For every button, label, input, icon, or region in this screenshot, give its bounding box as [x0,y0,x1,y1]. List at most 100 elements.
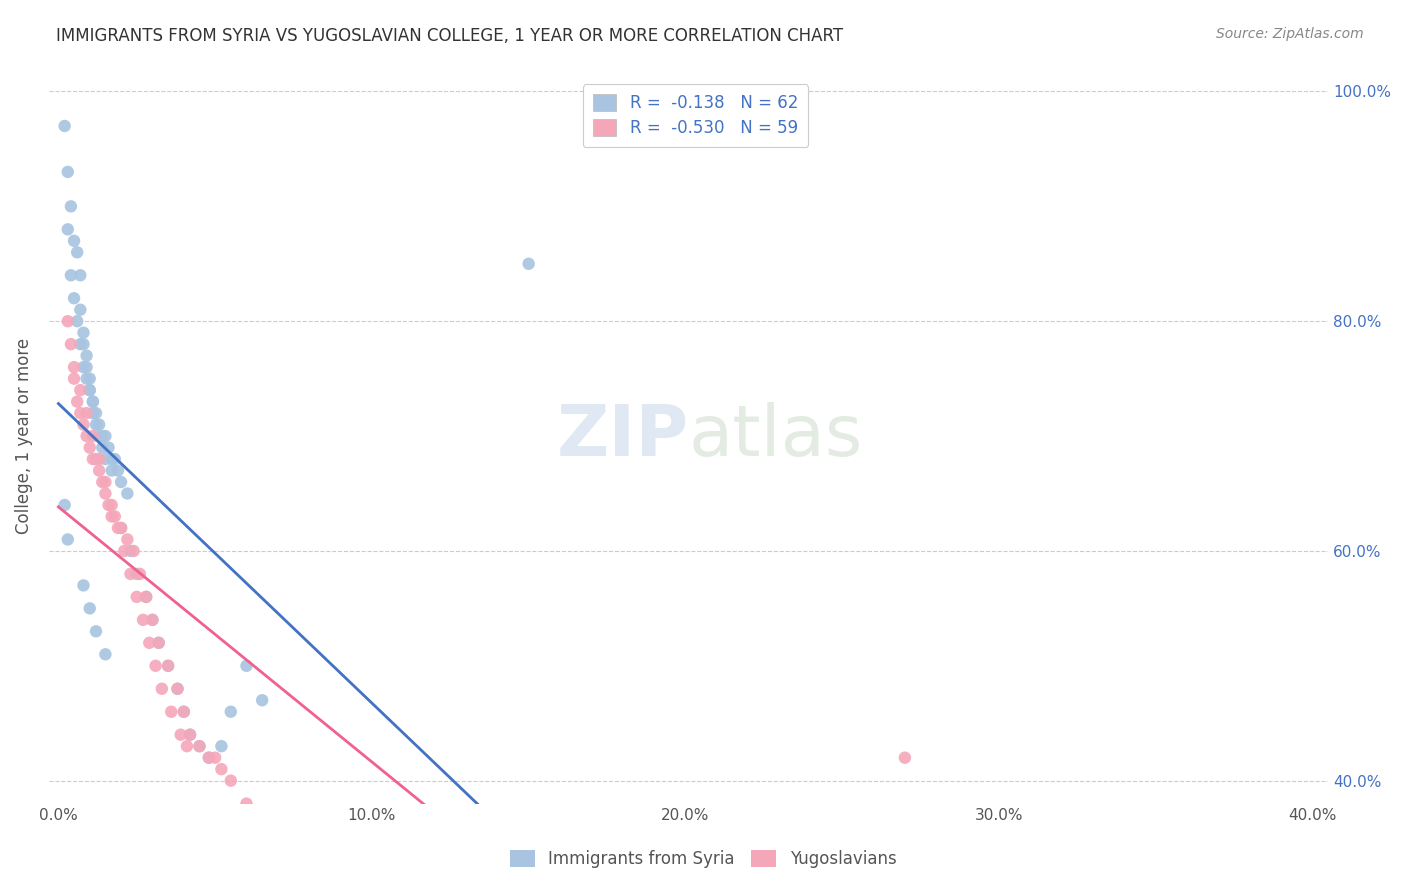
Point [89,463,111,477]
Point [79,371,101,385]
Point [107,521,129,535]
Point [110,521,132,535]
Point [160,705,183,719]
Point [235,797,257,811]
Point [150,681,173,696]
Point [63,360,86,375]
Point [72,360,94,375]
Point [63,234,86,248]
Point [188,739,211,754]
Point [894,750,917,764]
Point [361,854,384,868]
Point [120,544,142,558]
Point [110,475,132,489]
Point [79,383,101,397]
Point [135,590,157,604]
Point [69,268,91,283]
Point [94,452,117,467]
Point [59,268,82,283]
Point [179,728,201,742]
Point [94,486,117,500]
Point [69,337,91,351]
Point [132,613,155,627]
Point [56,533,79,547]
Point [100,498,122,512]
Point [72,326,94,340]
Point [166,681,188,696]
Point [72,337,94,351]
Point [72,578,94,592]
Point [76,406,98,420]
Point [166,681,188,696]
Point [104,509,127,524]
Point [219,705,242,719]
Point [173,705,195,719]
Point [104,452,127,467]
Point [169,728,191,742]
Point [112,544,135,558]
Point [117,533,139,547]
Point [219,773,242,788]
Point [76,429,98,443]
Point [267,831,290,846]
Point [53,119,76,133]
Point [79,383,101,397]
Point [250,820,273,834]
Point [198,750,221,764]
Point [84,406,107,420]
Point [97,441,120,455]
Point [56,314,79,328]
Point [84,417,107,432]
Point [148,636,170,650]
Point [69,406,91,420]
Point [82,406,104,420]
Point [198,750,221,764]
Point [91,441,114,455]
Point [72,417,94,432]
Point [173,705,195,719]
Point [179,728,201,742]
Point [235,658,257,673]
Text: ZIP: ZIP [557,401,689,471]
Point [76,349,98,363]
Point [79,601,101,615]
Point [97,498,120,512]
Point [82,394,104,409]
Point [298,842,321,856]
Point [138,636,160,650]
Point [145,658,167,673]
Point [89,429,111,443]
Legend: R =  -0.138   N = 62, R =  -0.530   N = 59: R = -0.138 N = 62, R = -0.530 N = 59 [583,84,808,147]
Point [82,452,104,467]
Text: IMMIGRANTS FROM SYRIA VS YUGOSLAVIAN COLLEGE, 1 YEAR OR MORE CORRELATION CHART: IMMIGRANTS FROM SYRIA VS YUGOSLAVIAN COL… [56,27,844,45]
Point [66,394,89,409]
Point [110,521,132,535]
Point [148,636,170,650]
Point [117,486,139,500]
Point [94,475,117,489]
Point [517,865,540,880]
Point [84,452,107,467]
Point [157,658,180,673]
Point [128,566,150,581]
Text: atlas: atlas [689,401,863,471]
Point [94,648,117,662]
Point [89,417,111,432]
Point [107,463,129,477]
Point [188,739,211,754]
Point [63,291,86,305]
Y-axis label: College, 1 year or more: College, 1 year or more [15,338,32,534]
Point [91,475,114,489]
Point [84,624,107,639]
Point [89,452,111,467]
Point [79,441,101,455]
Point [56,222,79,236]
Point [250,820,273,834]
Point [120,566,142,581]
Point [141,613,163,627]
Point [125,590,148,604]
Point [100,452,122,467]
Point [53,498,76,512]
Point [91,429,114,443]
Point [66,314,89,328]
